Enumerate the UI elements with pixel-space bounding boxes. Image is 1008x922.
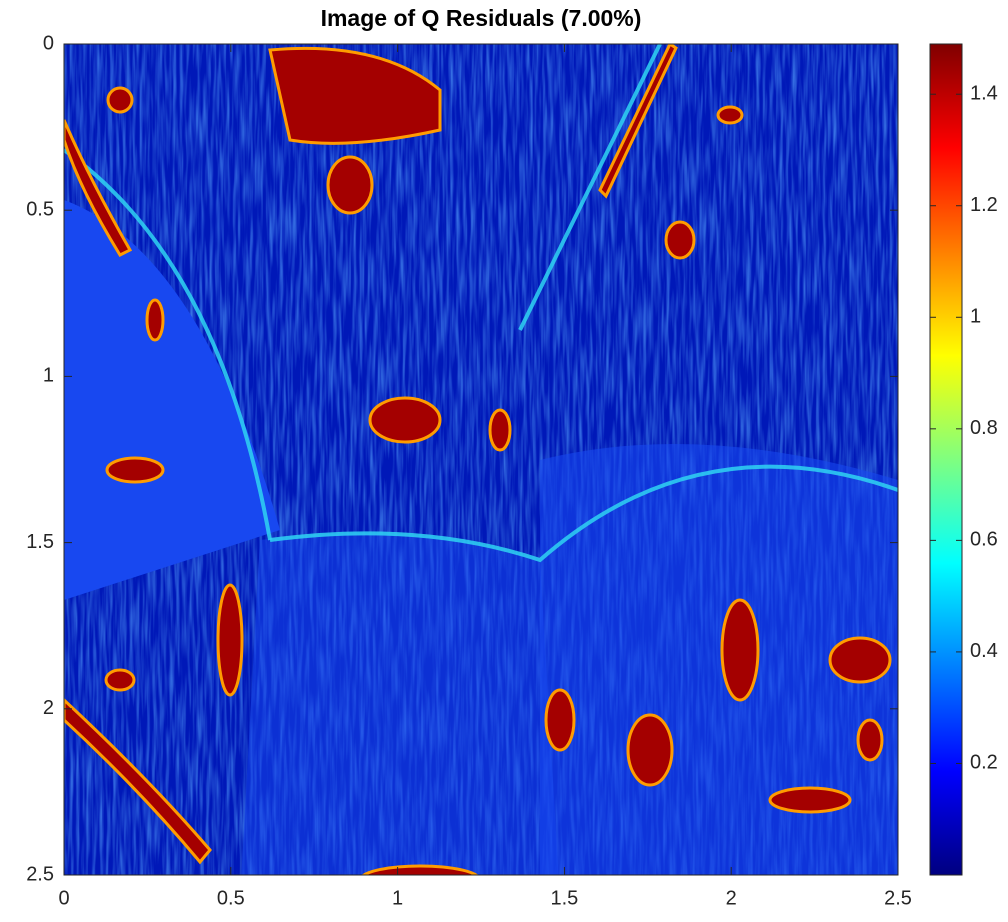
x-tick-label: 1.5 — [550, 887, 578, 909]
x-tick-label: 2 — [726, 887, 737, 909]
y-tick-label: 1.5 — [26, 531, 54, 553]
colorbar-tick-label: 0.4 — [970, 640, 998, 662]
x-tick-label: 0.5 — [217, 887, 245, 909]
chart: Image of Q Residuals (7.00%) 0 0.5 1 1.5 2 2.… — [0, 0, 1008, 917]
y-tick-label: 2.5 — [26, 863, 54, 885]
y-tick-label: 0.5 — [26, 198, 54, 220]
colorbar-tick-label: 0.6 — [970, 529, 998, 551]
y-tick-label: 1 — [43, 365, 54, 387]
colorbar-tick-label: 0.8 — [970, 417, 998, 439]
y-tick-label: 2 — [43, 697, 54, 719]
colorbar-tick-label: 1.2 — [970, 194, 998, 216]
colorbar-tick-label: 0.2 — [970, 752, 998, 774]
x-tick-label: 0 — [58, 887, 69, 909]
image — [64, 44, 898, 900]
x-tick-label: 1 — [392, 887, 403, 909]
colorbar — [930, 44, 962, 875]
colorbar-tick-label: 1.4 — [970, 82, 998, 104]
chart-title: Image of Q Residuals (7.00%) — [321, 5, 642, 31]
y-tick-label: 0 — [43, 32, 54, 54]
page: {"chart_data": { "type": "image", "title… — [0, 0, 1008, 917]
x-tick-label: 2.5 — [884, 887, 912, 909]
colorbar-tick-label: 1 — [970, 306, 981, 328]
